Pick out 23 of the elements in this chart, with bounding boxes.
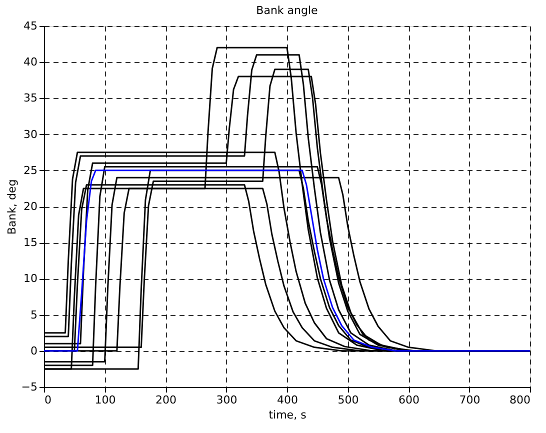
x-tick-label: 600 bbox=[398, 394, 420, 406]
x-tick-label: 800 bbox=[510, 394, 530, 406]
y-tick-label: −5 bbox=[21, 380, 38, 394]
x-tick-label: 300 bbox=[216, 394, 238, 406]
x-tick-label: 0 bbox=[44, 394, 52, 406]
y-tick-label: 0 bbox=[30, 344, 38, 358]
x-tick-label: 500 bbox=[338, 394, 359, 406]
y-tick-label: 40 bbox=[24, 56, 38, 69]
x-tick-label: 700 bbox=[459, 394, 480, 406]
y-axis-title: Bank, deg bbox=[5, 179, 18, 235]
x-axis-title: time, s bbox=[268, 408, 307, 422]
y-tick-label: 45 bbox=[24, 20, 38, 32]
y-tick-label: 20 bbox=[24, 200, 38, 213]
y-tick-label: 5 bbox=[30, 308, 38, 322]
y-tick-label: 30 bbox=[24, 128, 38, 141]
x-tick-label: 400 bbox=[277, 394, 298, 406]
chart-title: Bank angle bbox=[256, 4, 318, 17]
y-tick-label: 35 bbox=[24, 92, 38, 105]
y-tick-label: 15 bbox=[24, 236, 38, 250]
y-tick-label: 25 bbox=[24, 164, 38, 177]
x-tick-label: 100 bbox=[94, 394, 116, 406]
x-tick-label: 200 bbox=[156, 394, 176, 406]
y-tick-label: 10 bbox=[24, 272, 38, 286]
